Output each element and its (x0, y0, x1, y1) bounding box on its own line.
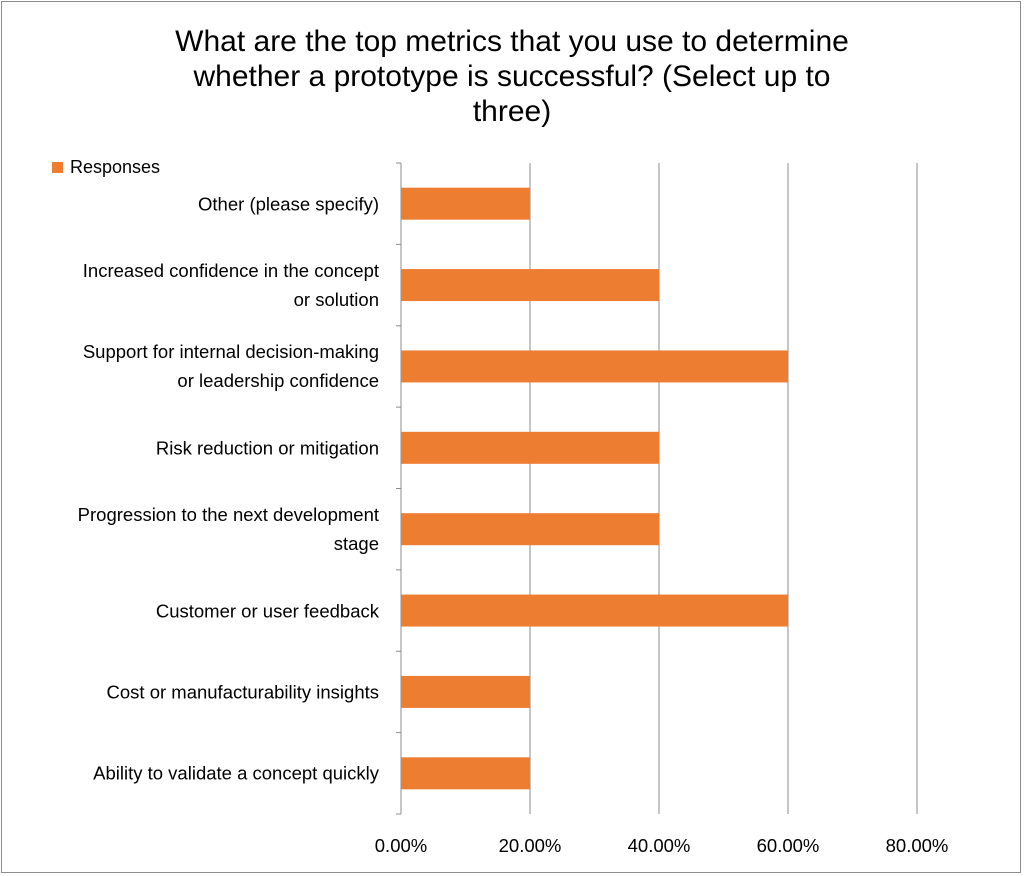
title-line: three) (472, 95, 552, 128)
category-label: Ability to validate a concept quickly (93, 762, 379, 784)
legend: Responses (52, 157, 160, 178)
bar (401, 594, 788, 627)
title-line: What are the top metrics that you use to… (175, 25, 849, 58)
x-tick-label: 20.00% (498, 835, 562, 856)
legend-swatch (52, 162, 63, 173)
bar (401, 269, 659, 302)
category-label: Other (please specify) (198, 193, 379, 215)
x-tick-label: 80.00% (885, 835, 949, 856)
bar (401, 513, 659, 546)
category-label: Progression to the next development stage (77, 504, 379, 555)
bar (401, 431, 659, 464)
bar (401, 187, 530, 220)
bar (401, 757, 530, 790)
category-label: Customer or user feedback (155, 600, 379, 622)
x-tick-label: 0.00% (374, 835, 428, 856)
legend-label: Responses (70, 157, 161, 177)
bar (401, 675, 530, 708)
x-tick-label: 60.00% (756, 835, 820, 856)
title-line: whether a prototype is successful? (Sele… (193, 60, 831, 93)
category-label: Cost or manufacturability insights (106, 681, 379, 703)
x-tick-label: 40.00% (627, 835, 691, 856)
category-label: Risk reduction or mitigation (155, 437, 379, 459)
chart-title: What are the top metrics that you use to… (100, 24, 924, 129)
category-label: Increased confidence in the concept or so… (82, 260, 379, 311)
bar (401, 350, 788, 383)
category-label: Support for internal decision-making or l… (82, 341, 379, 392)
